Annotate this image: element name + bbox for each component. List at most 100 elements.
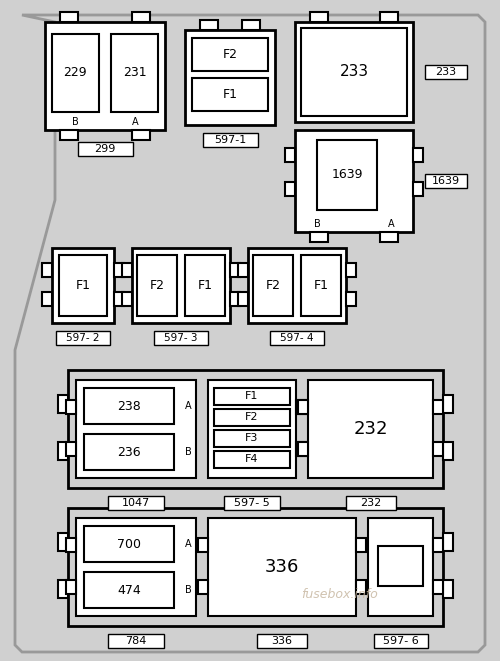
Bar: [132, 12, 150, 22]
Bar: [68, 508, 443, 626]
Bar: [298, 442, 308, 456]
Bar: [208, 380, 296, 478]
Text: 233: 233: [436, 67, 456, 77]
Bar: [346, 263, 356, 277]
Bar: [66, 580, 76, 594]
Bar: [68, 370, 443, 488]
Bar: [111, 34, 158, 112]
Bar: [224, 496, 280, 510]
Text: 700: 700: [117, 537, 141, 551]
Bar: [238, 292, 248, 306]
Text: 236: 236: [117, 446, 141, 459]
Text: 784: 784: [126, 636, 146, 646]
Bar: [295, 22, 413, 122]
Text: 597- 6: 597- 6: [382, 636, 418, 646]
Bar: [374, 634, 428, 648]
Bar: [443, 533, 453, 551]
Bar: [270, 331, 324, 345]
Bar: [310, 12, 328, 22]
Bar: [58, 395, 68, 413]
Text: F1: F1: [246, 391, 258, 401]
Text: F3: F3: [246, 433, 258, 443]
Bar: [378, 546, 423, 586]
Bar: [192, 38, 268, 71]
Bar: [56, 331, 110, 345]
Text: B: B: [184, 585, 192, 595]
Bar: [295, 130, 413, 232]
Text: 232: 232: [353, 420, 388, 438]
Bar: [230, 263, 240, 277]
Bar: [380, 12, 398, 22]
Text: 229: 229: [63, 67, 87, 79]
Bar: [78, 142, 132, 156]
Bar: [60, 12, 78, 22]
Bar: [285, 148, 295, 162]
Bar: [108, 496, 164, 510]
Text: F1: F1: [198, 279, 212, 292]
Text: 231: 231: [123, 67, 147, 79]
Text: F1: F1: [314, 279, 328, 292]
Text: 597- 2: 597- 2: [66, 333, 100, 343]
Text: 1047: 1047: [122, 498, 150, 508]
Bar: [198, 580, 208, 594]
Text: 238: 238: [117, 399, 141, 412]
Bar: [42, 292, 52, 306]
Bar: [52, 248, 114, 323]
Bar: [346, 292, 356, 306]
Bar: [433, 580, 443, 594]
Bar: [443, 442, 453, 460]
Bar: [192, 78, 268, 111]
Bar: [214, 388, 290, 405]
Bar: [132, 248, 230, 323]
Bar: [108, 634, 164, 648]
Bar: [413, 148, 423, 162]
Bar: [356, 538, 366, 552]
Text: 336: 336: [265, 558, 299, 576]
Bar: [208, 518, 356, 616]
Bar: [257, 634, 307, 648]
Bar: [433, 400, 443, 414]
Bar: [425, 174, 467, 188]
Text: F4: F4: [245, 454, 259, 464]
Bar: [298, 400, 308, 414]
Bar: [42, 263, 52, 277]
Bar: [60, 130, 78, 140]
Text: F1: F1: [76, 279, 90, 292]
Bar: [296, 400, 306, 414]
Bar: [425, 65, 467, 79]
Bar: [242, 20, 260, 30]
Text: 597- 5: 597- 5: [234, 498, 270, 508]
Bar: [66, 538, 76, 552]
Text: fusebox.info: fusebox.info: [302, 588, 378, 602]
Bar: [380, 232, 398, 242]
Text: A: A: [132, 117, 138, 127]
Text: 232: 232: [360, 498, 381, 508]
Bar: [154, 331, 208, 345]
Text: B: B: [184, 447, 192, 457]
Text: 597-1: 597-1: [214, 135, 246, 145]
Bar: [66, 442, 76, 456]
Bar: [443, 395, 453, 413]
Text: B: B: [72, 117, 78, 127]
Bar: [200, 20, 218, 30]
Bar: [214, 409, 290, 426]
Bar: [214, 430, 290, 447]
Bar: [413, 182, 423, 196]
Bar: [58, 580, 68, 598]
Bar: [214, 451, 290, 468]
Text: F1: F1: [222, 87, 238, 100]
Text: 1639: 1639: [432, 176, 460, 186]
Text: 233: 233: [340, 65, 368, 79]
Text: B: B: [314, 219, 320, 229]
Bar: [317, 140, 377, 210]
Bar: [198, 538, 208, 552]
Bar: [202, 133, 258, 147]
Bar: [52, 34, 99, 112]
Bar: [114, 263, 124, 277]
Bar: [433, 538, 443, 552]
Bar: [301, 255, 341, 316]
Bar: [58, 442, 68, 460]
Text: F2: F2: [150, 279, 164, 292]
Bar: [308, 380, 433, 478]
Bar: [368, 518, 433, 616]
